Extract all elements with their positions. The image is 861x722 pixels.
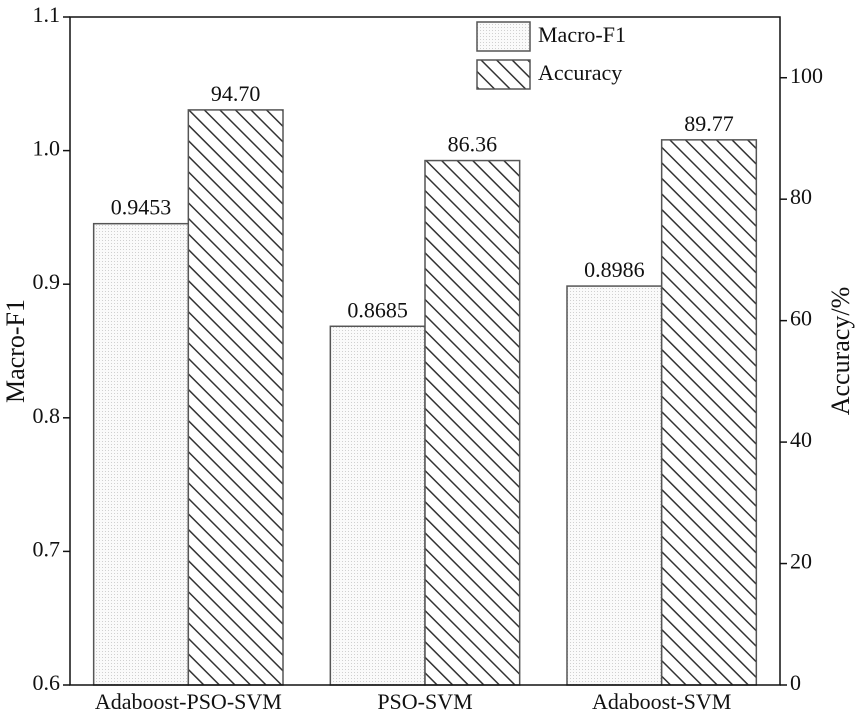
bar: [329, 325, 426, 686]
y2-tick-label: 0: [790, 670, 801, 695]
legend-swatch: [476, 59, 531, 90]
data-label: 89.77: [684, 111, 734, 136]
y2-axis-title: Accuracy/%: [826, 287, 855, 415]
legend-swatch: [476, 21, 531, 52]
data-label: 0.8986: [584, 257, 645, 282]
y2-tick-label: 100: [790, 63, 823, 88]
y2-tick-label: 80: [790, 184, 812, 209]
x-tick-label: Adaboost-PSO-SVM: [95, 689, 282, 714]
y-tick-label: 1.0: [33, 136, 61, 161]
bar: [424, 159, 521, 686]
x-tick-label: PSO-SVM: [377, 689, 472, 714]
y-tick-label: 0.7: [33, 536, 61, 561]
data-label: 86.36: [448, 132, 498, 157]
y2-tick-label: 60: [790, 306, 812, 331]
bar: [92, 222, 190, 686]
data-label: 0.8685: [347, 297, 408, 322]
y-axis-title: Macro-F1: [1, 299, 30, 403]
x-tick-label: Adaboost-SVM: [592, 689, 731, 714]
bar: [187, 109, 284, 686]
y-tick-label: 0.6: [33, 670, 61, 695]
data-label: 0.9453: [111, 195, 172, 220]
y2-tick-label: 40: [790, 427, 812, 452]
bar: [660, 139, 758, 686]
legend-label: Macro-F1: [538, 22, 626, 47]
legend-label: Accuracy: [538, 60, 622, 85]
y-tick-label: 0.8: [33, 403, 61, 428]
y-tick-label: 0.9: [33, 269, 61, 294]
y-tick-label: 1.1: [33, 2, 61, 27]
y2-tick-label: 20: [790, 549, 812, 574]
bar: [566, 285, 663, 686]
data-label: 94.70: [211, 81, 261, 106]
plot-frame: [69, 16, 781, 686]
